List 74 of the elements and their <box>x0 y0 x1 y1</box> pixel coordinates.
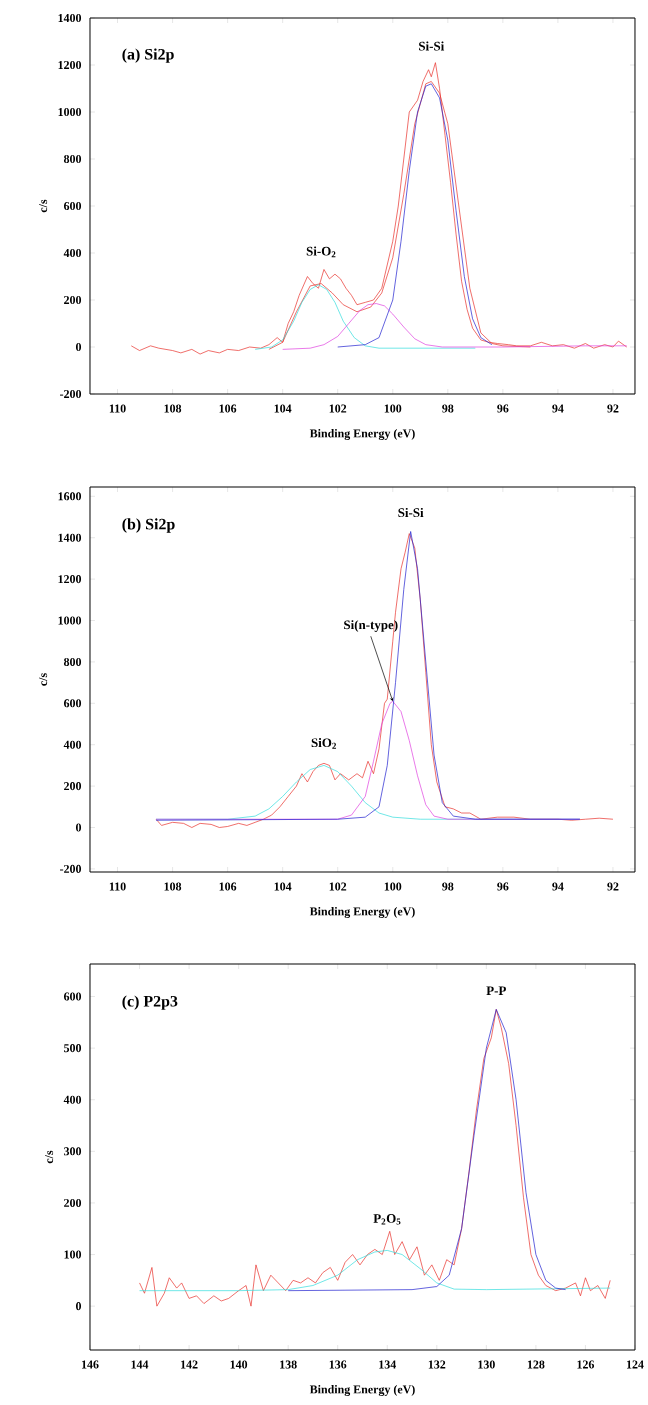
x-tick-label: 104 <box>274 404 292 413</box>
y-tick-label: 1200 <box>58 575 82 584</box>
x-tick-label: 140 <box>230 1360 248 1369</box>
annotation: Si-Si <box>398 507 424 518</box>
y-tick-label: 1000 <box>58 107 82 117</box>
x-tick-label: 130 <box>478 1360 495 1369</box>
x-tick-label: 124 <box>627 1360 644 1369</box>
y-tick-label: -200 <box>60 389 82 399</box>
y-tick-label: 0 <box>76 1302 82 1311</box>
x-tick-label: 146 <box>82 1360 99 1369</box>
x-tick-label: 126 <box>577 1360 595 1369</box>
y-tick-label: 1200 <box>58 60 82 70</box>
y-tick-label: 600 <box>64 201 82 211</box>
x-tick-label: 96 <box>497 404 509 413</box>
y-tick-label: 200 <box>64 1198 82 1207</box>
y-tick-label: 0 <box>76 342 82 352</box>
text: (b) Si2p <box>122 518 175 533</box>
y-axis-title: c/s <box>39 199 48 213</box>
y-tick-label: 800 <box>64 657 82 666</box>
y-tick-label: 800 <box>64 154 82 164</box>
annotation: P-P <box>486 986 506 995</box>
y-tick-label: 300 <box>64 1147 82 1156</box>
x-tick-label: 94 <box>552 404 564 413</box>
x-tick-label: 108 <box>164 404 182 413</box>
annotation: Si-Si <box>419 41 445 51</box>
y-tick-label: 1000 <box>58 616 82 625</box>
text: (a) Si2p <box>122 48 174 63</box>
x-tick-label: 100 <box>384 404 402 413</box>
y-tick-label: 1400 <box>58 533 82 542</box>
y-tick-label: 500 <box>64 1044 82 1053</box>
x-tick-label: 94 <box>552 882 564 891</box>
annotation: P$_{2}$O$_{5}$ <box>373 1214 401 1225</box>
x-tick-label: 132 <box>428 1360 446 1369</box>
x-axis-title: Binding Energy (eV) <box>309 429 415 440</box>
y-axis-title: c/s <box>39 673 48 686</box>
y-tick-label: 400 <box>63 740 82 749</box>
x-tick-label: 138 <box>280 1360 297 1369</box>
y-tick-label: 1600 <box>58 492 82 501</box>
x-tick-label: 104 <box>274 882 292 891</box>
x-tick-label: 102 <box>329 404 347 413</box>
y-tick-label: 600 <box>64 992 82 1001</box>
x-tick-label: 106 <box>219 882 237 891</box>
x-tick-label: 98 <box>442 404 454 413</box>
x-axis-title: Binding Energy (eV) <box>309 907 415 918</box>
x-tick-label: 134 <box>379 1360 397 1369</box>
y-tick-label: 0 <box>76 823 82 832</box>
x-tick-label: 98 <box>442 882 454 891</box>
x-tick-label: 128 <box>527 1360 545 1369</box>
x-tick-label: 142 <box>181 1360 198 1369</box>
text: (c) P2p3 <box>122 995 178 1010</box>
x-tick-label: 96 <box>497 882 509 891</box>
x-tick-label: 100 <box>384 882 402 891</box>
y-tick-label: 200 <box>64 782 82 791</box>
annotation: Si(n-type) <box>344 620 398 632</box>
x-tick-label: 136 <box>329 1360 347 1369</box>
x-tick-label: 106 <box>219 404 237 413</box>
y-tick-label: 400 <box>63 248 82 258</box>
x-tick-label: 110 <box>109 404 126 413</box>
x-tick-label: 144 <box>131 1360 149 1369</box>
x-tick-label: 108 <box>164 882 182 891</box>
annotation: SiO$_{2}$ <box>311 737 337 749</box>
y-tick-label: 100 <box>64 1250 82 1259</box>
y-tick-label: 600 <box>64 699 82 708</box>
y-tick-label: 200 <box>64 295 82 305</box>
y-tick-label: 1400 <box>58 13 82 23</box>
y-axis-title: c/s <box>45 1150 54 1164</box>
x-tick-label: 102 <box>329 882 347 891</box>
y-tick-label: -200 <box>60 864 82 873</box>
y-tick-label: 400 <box>63 1095 82 1104</box>
annotation: Si-O$_{2}$ <box>306 246 336 258</box>
x-tick-label: 92 <box>607 882 619 891</box>
x-axis-title: Binding Energy (eV) <box>309 1385 415 1396</box>
x-tick-label: 92 <box>607 404 619 413</box>
x-tick-label: 110 <box>109 882 126 891</box>
